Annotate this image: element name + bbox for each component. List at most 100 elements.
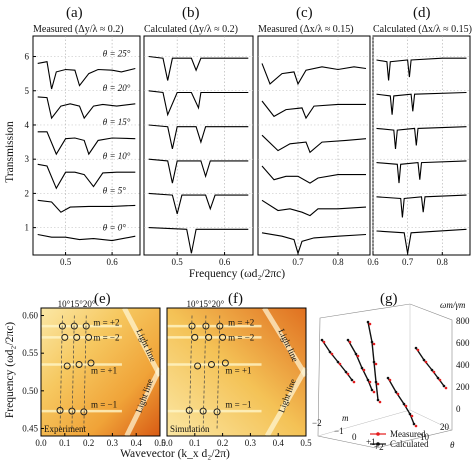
- transmission-curve: [37, 163, 136, 190]
- transmission-curve: [261, 199, 367, 217]
- mode-marker: [85, 333, 93, 341]
- calculated-point: [360, 366, 364, 370]
- y-tick-label: 6: [25, 52, 30, 62]
- mode-marker: [185, 406, 193, 414]
- calculated-curve: [367, 321, 379, 401]
- x-tick-label: 0.3: [245, 438, 257, 448]
- x-axis-label: Frequency (ωd₂/2πc): [189, 268, 285, 280]
- transmission-curve: [37, 96, 136, 120]
- transmission-curve: [376, 194, 467, 218]
- mode-marker: [80, 408, 88, 416]
- mode-marker: [61, 333, 69, 341]
- light-line-band: [122, 306, 163, 377]
- x-tick-label: 0.4: [131, 438, 143, 448]
- mode-marker: [205, 333, 213, 341]
- x-tick-label: 0.1: [59, 438, 70, 448]
- calculated-point: [328, 350, 332, 354]
- measured-point: [372, 342, 376, 346]
- calculated-point: [414, 346, 418, 350]
- z-tick-label: 400: [456, 360, 470, 370]
- panel-label-b: (b): [182, 5, 200, 21]
- panel-e: 10°15°20° m = +2 m = −2 m = +1 m = −1 Experim…: [22, 299, 166, 448]
- calculated-point: [374, 380, 378, 384]
- y-tick-label: 0.45: [22, 423, 38, 433]
- calculated-point: [394, 390, 398, 394]
- angle-line: [216, 315, 221, 429]
- measured-point: [330, 352, 334, 356]
- y-tick-label: 0.55: [22, 348, 38, 358]
- calculated-point: [386, 376, 390, 380]
- x-tick-label: 0.0: [161, 438, 173, 448]
- z-tick-label: 600: [456, 338, 470, 348]
- plot-frame: [143, 35, 254, 256]
- calculated-point: [366, 378, 370, 382]
- plot-frame: [166, 307, 307, 437]
- calculated-point: [372, 360, 376, 364]
- angle-line: [83, 315, 87, 429]
- transmission-curve: [376, 91, 467, 115]
- transmission-curve: [37, 61, 136, 90]
- transmission-curve: [261, 165, 366, 184]
- mode-marker: [56, 406, 64, 414]
- calculated-point: [336, 360, 340, 364]
- angle-line: [202, 315, 207, 429]
- measured-point: [404, 404, 408, 408]
- theta-tick-label: 20: [440, 422, 450, 432]
- x-tick-label: 0.6: [219, 257, 231, 267]
- x-tick-label: 0.1: [189, 438, 200, 448]
- angle-labels: 10°15°20°: [58, 299, 96, 309]
- panel-label-g: (g): [380, 291, 398, 307]
- mode-label: m = +1: [225, 366, 251, 376]
- theta-annotation: θ = 5°: [103, 185, 126, 195]
- y-tick-label: 4: [25, 120, 30, 130]
- panel-label-c: (c): [296, 5, 313, 21]
- bottom-y-axis-label: Frequency (ωd₂/2πc): [4, 322, 16, 418]
- inset-label: Experiment: [44, 424, 86, 434]
- calculated-point: [366, 320, 370, 324]
- plot-box: [317, 304, 453, 437]
- mode-label: m = +2: [93, 317, 119, 327]
- y-tick-label: 0.60: [22, 311, 38, 321]
- measured-point: [368, 322, 372, 326]
- heatmap-background: [167, 308, 306, 436]
- y-tick-label: 1: [25, 223, 30, 233]
- angle-line: [59, 315, 63, 429]
- plot-frame: [40, 307, 161, 437]
- panel-label-a: (a): [66, 5, 83, 21]
- panel-c: 0.7 0.8: [257, 35, 371, 267]
- mode-label: m = −2: [93, 332, 119, 342]
- measured-point: [396, 392, 400, 396]
- mode-marker: [194, 362, 202, 370]
- transmission-curve: [148, 90, 249, 117]
- calculated-point: [422, 358, 426, 362]
- calculated-point: [436, 376, 440, 380]
- angle-line: [71, 315, 75, 429]
- mode-label: m = +2: [228, 317, 254, 327]
- transmission-curve: [148, 227, 249, 254]
- transmission-curve: [376, 126, 467, 149]
- transmission-curve: [376, 160, 467, 184]
- mode-marker: [207, 360, 215, 368]
- x-tick-label: 0.3: [107, 438, 119, 448]
- mode-marker: [75, 360, 83, 368]
- transmission-curve: [148, 124, 249, 150]
- y-tick-label: 0.50: [22, 386, 38, 396]
- bottom-x-axis-label: Wavevector (k_x d₂/2π): [120, 448, 230, 460]
- x-tick-label: 0.0: [35, 438, 47, 448]
- mode-marker: [58, 322, 66, 330]
- calculated-point: [350, 378, 354, 382]
- measured-point: [348, 340, 352, 344]
- calculated-point: [354, 352, 358, 356]
- calculated-point: [408, 412, 412, 416]
- x-tick-label: 0.7: [402, 257, 414, 267]
- panel-title-a: Measured (Δy/λ ≈ 0.2): [33, 24, 124, 35]
- measured-point: [388, 378, 392, 382]
- m-axis-label: m: [342, 413, 349, 423]
- measured-point: [338, 362, 342, 366]
- transmission-curve: [148, 192, 249, 215]
- y-tick-label: 3: [25, 154, 30, 164]
- y-tick-label: 2: [25, 188, 30, 198]
- plot-frame: [257, 35, 371, 256]
- x-tick-label: 0.8: [437, 257, 449, 267]
